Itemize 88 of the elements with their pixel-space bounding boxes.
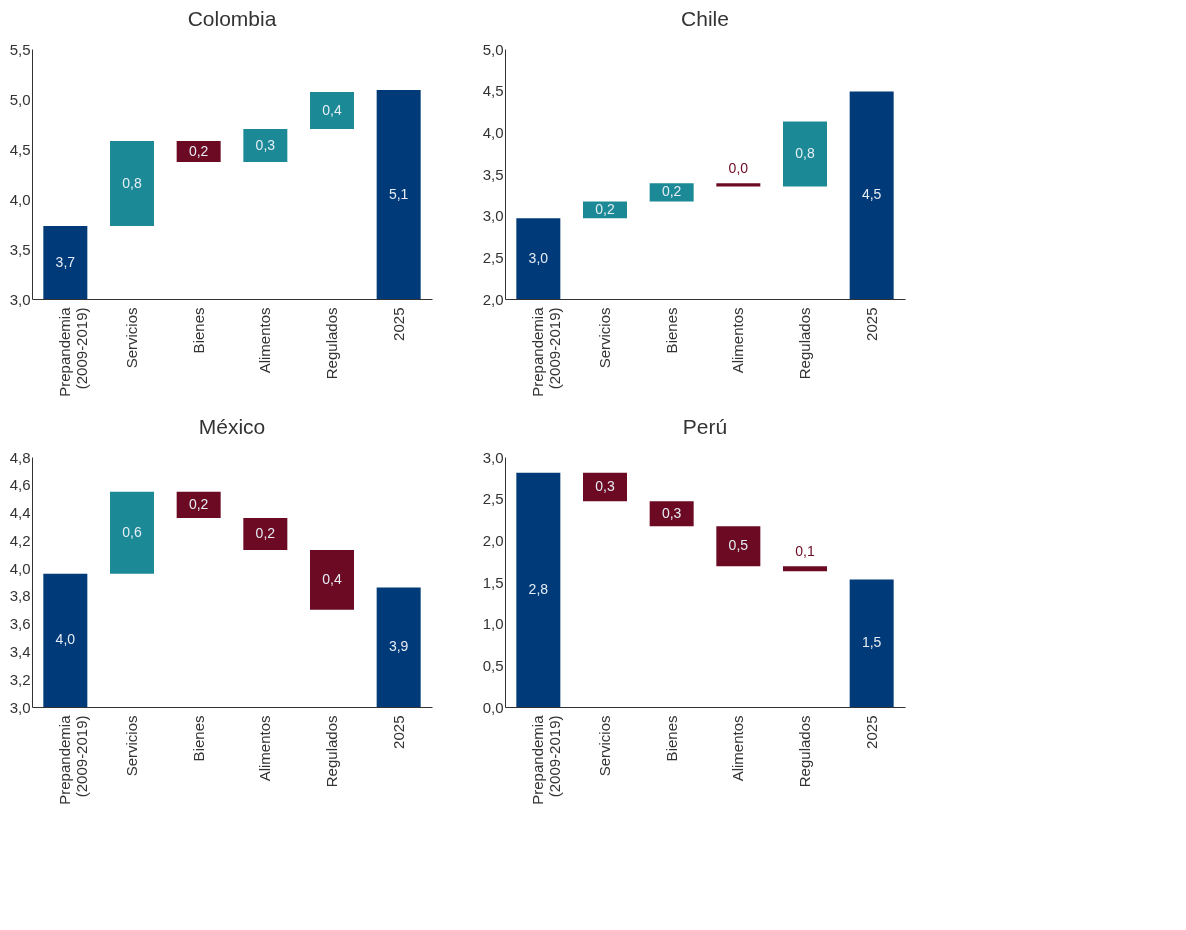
x-tick-label: Servicios — [596, 715, 613, 777]
data-label: 0,2 — [188, 142, 209, 159]
data-label: 0,0 — [728, 160, 749, 177]
x-tick-label: 2025 — [389, 307, 407, 341]
bar — [649, 501, 694, 527]
y-tick-label: 2,5 — [482, 248, 504, 266]
data-label: 1,5 — [861, 634, 882, 651]
y-tick-label: 0,5 — [482, 656, 504, 674]
y-tick-label: 5,0 — [482, 40, 504, 58]
data-label: 0,2 — [255, 525, 276, 542]
bar — [583, 472, 627, 502]
bar — [783, 566, 827, 572]
data-label: 3,0 — [528, 249, 549, 266]
y-tick-label: 3,0 — [9, 698, 31, 716]
chart-title: Colombia — [187, 7, 277, 30]
x-tick-label: Bienes — [189, 715, 207, 762]
y-tick-label: 4,5 — [482, 82, 504, 100]
x-tick-label: Regulados — [323, 307, 340, 380]
y-tick-label: 3,0 — [9, 290, 31, 308]
chart-title: México — [198, 415, 266, 438]
y-tick-label: 4,4 — [9, 504, 31, 522]
data-label: 0,3 — [255, 136, 276, 153]
y-tick-label: 3,4 — [9, 642, 31, 660]
data-label: 0,3 — [595, 478, 615, 494]
data-label: 0,1 — [795, 543, 815, 560]
data-label: 0,8 — [122, 174, 142, 191]
y-tick-label: 3,8 — [9, 587, 31, 605]
x-tick-label: Servicios — [123, 307, 140, 369]
data-label: 0,2 — [595, 200, 615, 217]
x-tick-label: Regulados — [323, 715, 340, 788]
x-tick-label: 2025 — [862, 307, 880, 341]
bar — [716, 526, 761, 567]
y-tick-label: 3,2 — [9, 670, 31, 688]
data-label: 0,5 — [728, 537, 749, 554]
data-label: 0,4 — [322, 101, 342, 118]
y-tick-label: 2,0 — [482, 290, 504, 308]
data-label: 2,8 — [528, 580, 549, 597]
x-tick-label: Alimentos — [256, 715, 274, 782]
y-tick-label: 1,0 — [482, 615, 504, 633]
x-tick-label: 2025 — [862, 715, 880, 749]
y-tick-label: 4,6 — [9, 476, 31, 494]
x-tick-label: Regulados — [796, 715, 813, 788]
x-tick-label: Prepandemia (2009-2019) — [529, 306, 564, 397]
x-tick-label: Servicios — [596, 307, 613, 369]
chart-title: Perú — [682, 415, 728, 438]
x-tick-label: Alimentos — [729, 715, 747, 782]
x-tick-label: Alimentos — [256, 307, 274, 374]
data-label: 3,7 — [55, 253, 76, 270]
y-tick-label: 4,0 — [9, 190, 31, 208]
x-tick-label: Prepandemia (2009-2019) — [529, 714, 564, 805]
x-tick-label: Regulados — [796, 307, 813, 380]
y-tick-label: 3,0 — [482, 207, 504, 225]
y-tick-label: 0,0 — [482, 698, 504, 716]
y-tick-label: 4,2 — [9, 531, 31, 549]
data-label: 4,0 — [55, 631, 76, 648]
data-label: 0,2 — [188, 495, 209, 512]
x-tick-label: Prepandemia (2009-2019) — [56, 306, 91, 397]
bar — [516, 472, 561, 707]
y-tick-label: 2,0 — [482, 531, 504, 549]
x-tick-label: Servicios — [123, 715, 140, 777]
y-tick-label: 3,5 — [482, 165, 504, 183]
y-tick-label: 3,0 — [482, 448, 504, 466]
y-tick-label: 5,5 — [9, 40, 31, 58]
x-tick-label: Prepandemia (2009-2019) — [56, 714, 91, 805]
chart-title: Chile — [681, 7, 729, 30]
data-label: 0,8 — [795, 145, 815, 161]
y-tick-label: 4,8 — [9, 448, 31, 466]
y-tick-label: 3,5 — [9, 240, 31, 258]
x-tick-label: Alimentos — [729, 307, 747, 374]
y-tick-label: 2,5 — [482, 490, 504, 508]
data-label: 0,4 — [322, 570, 342, 587]
x-tick-label: Bienes — [189, 307, 207, 354]
y-tick-label: 4,0 — [482, 123, 504, 141]
data-label: 0,2 — [661, 183, 682, 200]
y-tick-label: 4,0 — [9, 559, 31, 577]
y-tick-label: 1,5 — [482, 573, 504, 591]
x-tick-label: Bienes — [662, 307, 680, 354]
data-label: 4,5 — [861, 186, 882, 203]
y-tick-label: 5,0 — [9, 90, 31, 108]
data-label: 5,1 — [388, 185, 409, 202]
x-tick-label: Bienes — [662, 715, 680, 762]
bar — [849, 579, 894, 707]
y-tick-label: 3,6 — [9, 615, 31, 633]
data-label: 0,6 — [122, 523, 142, 540]
y-tick-label: 4,5 — [9, 140, 31, 158]
x-tick-label: 2025 — [389, 715, 407, 749]
data-label: 0,3 — [661, 504, 682, 521]
data-label: 3,9 — [388, 638, 409, 655]
